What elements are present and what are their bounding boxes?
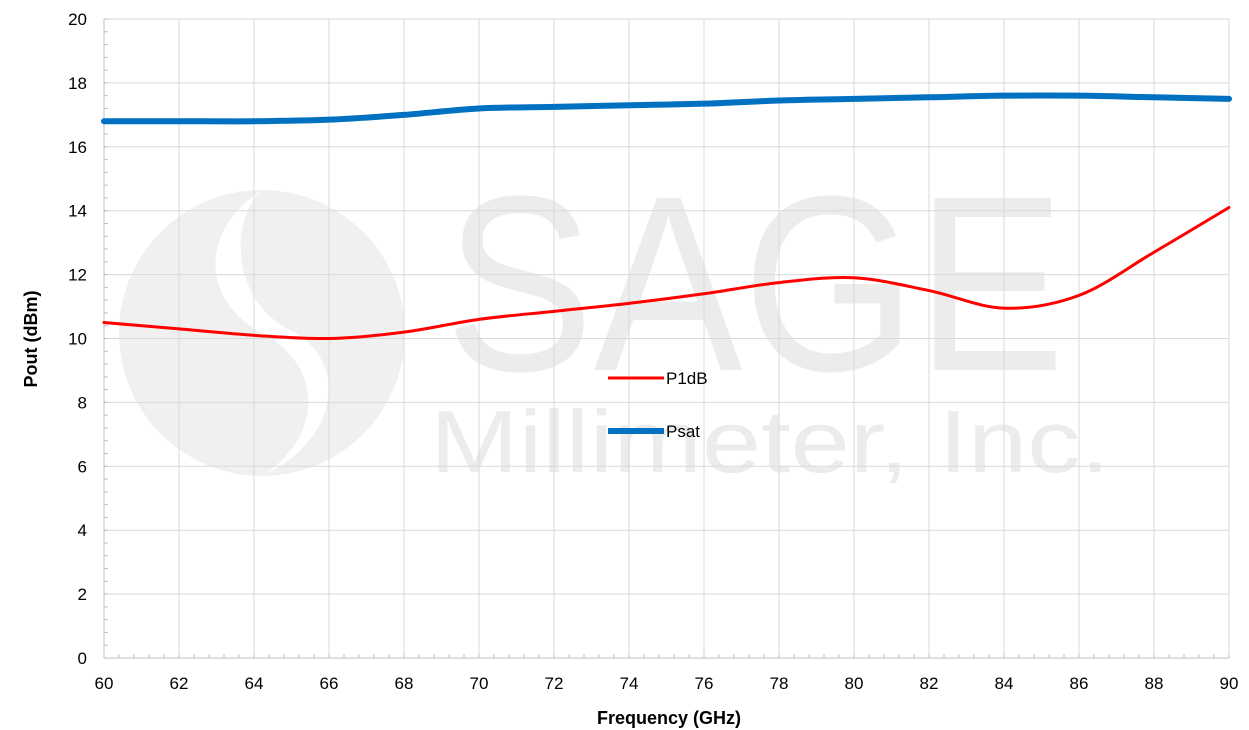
x-tick-label: 60 [95, 674, 114, 693]
x-tick-label: 62 [170, 674, 189, 693]
axes [103, 19, 1229, 659]
x-tick-label: 78 [770, 674, 789, 693]
y-tick-label: 20 [68, 10, 87, 29]
y-tick-label: 0 [78, 649, 87, 668]
watermark-title: SAGE [445, 144, 1065, 423]
y-tick-label: 16 [68, 138, 87, 157]
x-tick-label: 82 [920, 674, 939, 693]
x-tick-label: 86 [1070, 674, 1089, 693]
y-tick-label: 18 [68, 74, 87, 93]
x-tick-label: 76 [695, 674, 714, 693]
y-tick-labels: 0 2 4 6 8 10 12 14 16 18 20 [68, 10, 87, 668]
x-tick-label: 80 [845, 674, 864, 693]
x-tick-label: 90 [1220, 674, 1239, 693]
x-tick-label: 66 [320, 674, 339, 693]
legend-label-psat: Psat [666, 422, 700, 441]
x-tick-label: 88 [1145, 674, 1164, 693]
y-tick-label: 14 [68, 202, 87, 221]
x-tick-label: 64 [245, 674, 264, 693]
x-tick-label: 68 [395, 674, 414, 693]
y-tick-label: 8 [78, 393, 87, 412]
y-tick-label: 6 [78, 457, 87, 476]
x-tick-label: 84 [995, 674, 1014, 693]
y-tick-label: 4 [78, 521, 87, 540]
y-axis-title: Pout (dBm) [21, 291, 41, 388]
x-tick-labels: 60 62 64 66 68 70 72 74 76 78 80 82 84 86 88 90 [95, 674, 1239, 693]
y-tick-label: 2 [78, 585, 87, 604]
y-tick-label: 10 [68, 330, 87, 349]
series-line-psat [101, 92, 1232, 125]
watermark-logo-swoosh [215, 190, 329, 476]
watermark-subtitle: Millimeter, Inc. [430, 392, 1110, 491]
x-tick-label: 70 [470, 674, 489, 693]
legend-label-p1db: P1dB [666, 369, 708, 388]
x-tick-label: 72 [545, 674, 564, 693]
watermark: SAGE Millimeter, Inc. [119, 144, 1110, 491]
x-tick-label: 74 [620, 674, 639, 693]
series-lines [101, 92, 1232, 341]
legend: P1dB Psat [608, 369, 708, 441]
series-line-p1db [102, 206, 1231, 341]
y-tick-label: 12 [68, 266, 87, 285]
x-axis-title: Frequency (GHz) [597, 708, 741, 728]
grid [104, 18, 1230, 658]
